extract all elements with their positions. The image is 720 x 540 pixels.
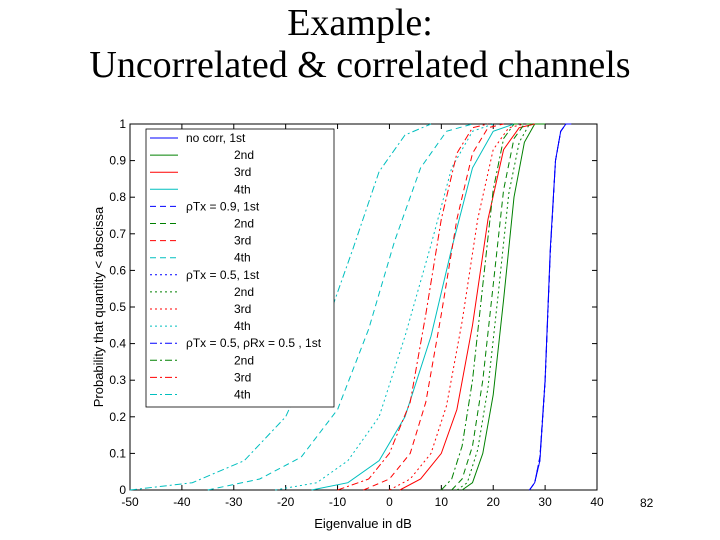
legend-label: 3rd <box>234 302 251 316</box>
x-tick-label: -40 <box>173 495 191 509</box>
legend-label: 3rd <box>234 370 251 384</box>
axis-ticks: -50 -40 -30 -20 -10 0 10 20 30 40 0 0.1 0.2 0.3 0.4 0.5… <box>109 117 604 509</box>
y-tick-label: 0.9 <box>109 154 126 168</box>
y-tick-label: 0.7 <box>109 227 126 241</box>
x-tick-label: 0 <box>386 495 393 509</box>
series-line-14 <box>337 123 489 491</box>
series-group <box>129 123 572 491</box>
series-line-6 <box>363 123 504 491</box>
legend-label: 4th <box>234 319 251 333</box>
y-tick-label: 0.1 <box>109 446 126 460</box>
series-line-10 <box>389 123 525 491</box>
legend-box <box>145 128 335 408</box>
legend-label: 2nd <box>234 148 254 162</box>
x-tick-label: -50 <box>121 495 139 509</box>
y-tick-label: 0.3 <box>109 373 126 387</box>
y-tick-label: 0.6 <box>109 263 126 277</box>
legend-label: 3rd <box>234 234 251 248</box>
y-tick-label: 0 <box>119 483 126 497</box>
series-line-9 <box>456 123 540 491</box>
page-number: 82 <box>640 496 654 510</box>
legend-label: ρTx = 0.5, ρRx = 0.5 , 1st <box>186 336 322 350</box>
y-tick-label: 0.8 <box>109 190 126 204</box>
y-tick-label: 1 <box>119 117 126 131</box>
x-tick-label: 40 <box>590 495 604 509</box>
legend: no corr, 1st 2nd 3rd 4th ρTx = 0.9, 1st 2nd 3r… <box>145 128 335 408</box>
slide-title: Example: Uncorrelated & correlated chann… <box>0 2 720 86</box>
slide-title-line-1: Example: <box>287 2 433 44</box>
x-tick-label: -30 <box>225 495 243 509</box>
y-tick-label: 0.4 <box>109 337 126 351</box>
y-axis-label: Probability that quantity < abscissa <box>91 206 106 407</box>
x-tick-label: 30 <box>538 495 552 509</box>
y-tick-label: 0.5 <box>109 300 126 314</box>
legend-label: 4th <box>234 182 251 196</box>
x-tick-label: 10 <box>435 495 449 509</box>
x-tick-label: -10 <box>329 495 347 509</box>
series-line-2 <box>399 123 535 491</box>
x-axis-label: Eigenvalue in dB <box>314 516 412 531</box>
legend-label: 4th <box>234 251 251 265</box>
legend-label: 2nd <box>234 353 254 367</box>
legend-label: 3rd <box>234 165 251 179</box>
series-line-13 <box>440 123 525 491</box>
x-tick-label: -20 <box>277 495 295 509</box>
legend-label: no corr, 1st <box>186 131 246 145</box>
series-line-7 <box>207 123 473 491</box>
slide-title-line-2: Uncorrelated & correlated channels <box>89 44 631 86</box>
legend-label: ρTx = 0.5, 1st <box>186 268 260 282</box>
series-line-12 <box>529 123 572 491</box>
y-tick-label: 0.2 <box>109 410 126 424</box>
series-line-5 <box>451 123 535 491</box>
x-tick-label: 20 <box>487 495 501 509</box>
series-line-3 <box>311 123 515 491</box>
legend-label: 4th <box>234 388 251 402</box>
series-line-1 <box>461 123 546 491</box>
series-line-11 <box>275 123 494 491</box>
legend-label: 2nd <box>234 217 254 231</box>
series-line-15 <box>129 123 432 491</box>
legend-label: ρTx = 0.9, 1st <box>186 199 260 213</box>
legend-label: 2nd <box>234 285 254 299</box>
